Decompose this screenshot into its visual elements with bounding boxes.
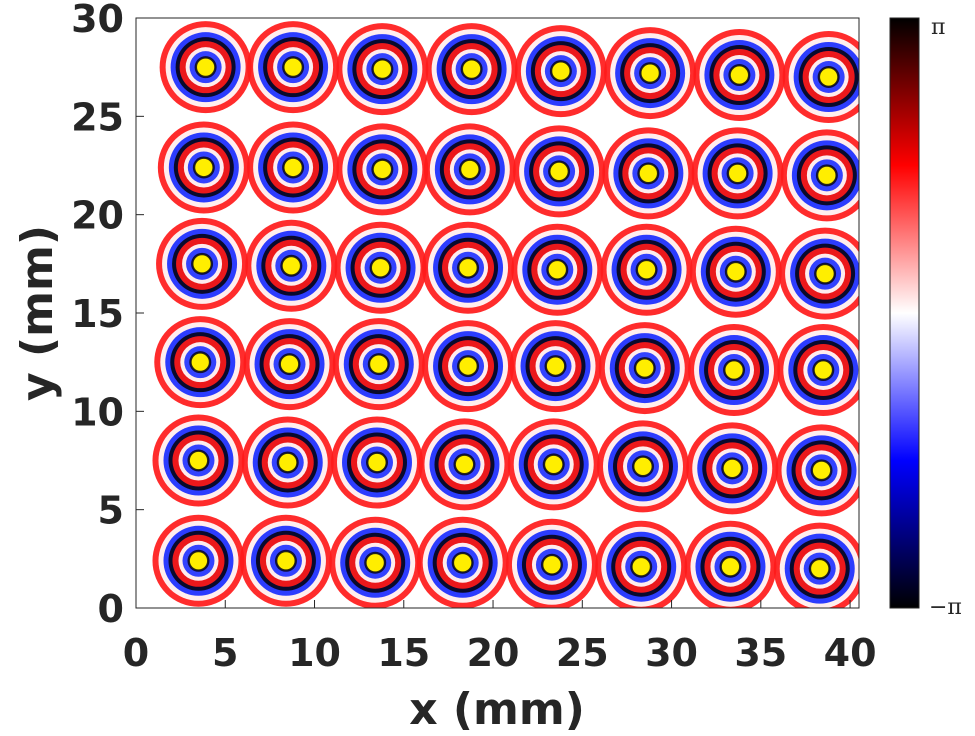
vortex-marker (638, 163, 658, 183)
vortex-marker (546, 356, 565, 376)
y-tick-label: 10 (71, 390, 124, 434)
x-tick-label: 25 (556, 631, 609, 675)
x-axis-ticks: 0 5 10 15 20 25 30 35 40 (123, 600, 877, 675)
phase-heatmap (135, 17, 860, 609)
vortex-marker (458, 356, 478, 376)
vortex-marker (810, 559, 830, 579)
vortex-marker (726, 262, 746, 282)
vortex-marker (189, 551, 208, 571)
colorbar-gradient (889, 17, 920, 609)
y-tick-label: 30 (71, 0, 124, 41)
x-tick-label: 30 (645, 631, 698, 675)
x-tick-label: 0 (123, 631, 149, 675)
vortex-marker (194, 158, 214, 177)
vortex-marker (635, 358, 655, 378)
colorbar-max-label: π (931, 15, 945, 40)
y-tick-label: 15 (71, 292, 124, 336)
y-tick-label: 25 (71, 95, 124, 139)
vortex-marker (640, 63, 660, 83)
vortex-marker (371, 258, 390, 278)
x-tick-label: 20 (467, 631, 520, 675)
vortex-marker (190, 352, 210, 372)
y-tick-label: 20 (71, 194, 124, 238)
x-tick-label: 10 (288, 631, 341, 675)
vortex-marker (283, 158, 303, 177)
x-tick-label: 35 (734, 631, 787, 675)
vortex-marker (549, 161, 569, 181)
vortex-marker (722, 458, 742, 478)
vortex-marker (280, 354, 299, 374)
vortex-marker (631, 557, 651, 577)
vortex-marker (633, 456, 653, 476)
vortex-marker (812, 460, 831, 480)
x-tick-label: 15 (377, 631, 430, 675)
vortex-marker (367, 453, 387, 472)
vortex-marker (544, 455, 564, 474)
vortex-marker (276, 551, 296, 571)
vortex-marker (462, 59, 482, 79)
vortex-marker (372, 59, 392, 79)
vortex-marker (189, 451, 208, 470)
vortex-marker (458, 258, 478, 278)
vortex-marker (542, 555, 562, 575)
vortex-marker (278, 453, 298, 472)
vortex-marker (819, 67, 839, 87)
colorbar-min-label: −π (929, 595, 962, 620)
y-axis-label: y (mm) (12, 225, 63, 401)
vortex-marker (283, 57, 303, 77)
x-tick-label: 5 (212, 631, 238, 675)
vortex-marker (196, 57, 216, 77)
vortex-marker (729, 65, 749, 85)
y-axis-ticks: 0 5 10 15 20 25 30 (71, 0, 144, 631)
y-tick-label: 5 (98, 489, 124, 533)
vortex-marker (813, 360, 833, 380)
vortex-marker (637, 260, 656, 280)
vortex-marker (192, 254, 212, 274)
vortex-marker (817, 165, 837, 185)
colorbar: π −π (889, 15, 962, 620)
vortex-marker (724, 360, 744, 380)
vortex-marker (453, 553, 473, 573)
vortex-marker (815, 264, 835, 284)
y-tick-label: 0 (98, 587, 124, 631)
vortex-marker (372, 160, 392, 179)
vortex-marker (721, 557, 740, 577)
vortex-marker (281, 256, 301, 276)
vortex-marker (551, 61, 571, 81)
vortex-marker (460, 160, 480, 179)
vortex-marker (369, 354, 389, 374)
x-axis-label: x (mm) (409, 684, 585, 735)
vortex-marker (728, 163, 748, 183)
vortex-rings (422, 320, 515, 413)
vortex-rings (509, 320, 602, 413)
x-tick-label: 40 (824, 631, 877, 675)
vortex-marker (455, 455, 474, 474)
vortex-rings (157, 121, 250, 214)
vortex-marker (547, 260, 567, 280)
vortex-marker (365, 553, 385, 573)
